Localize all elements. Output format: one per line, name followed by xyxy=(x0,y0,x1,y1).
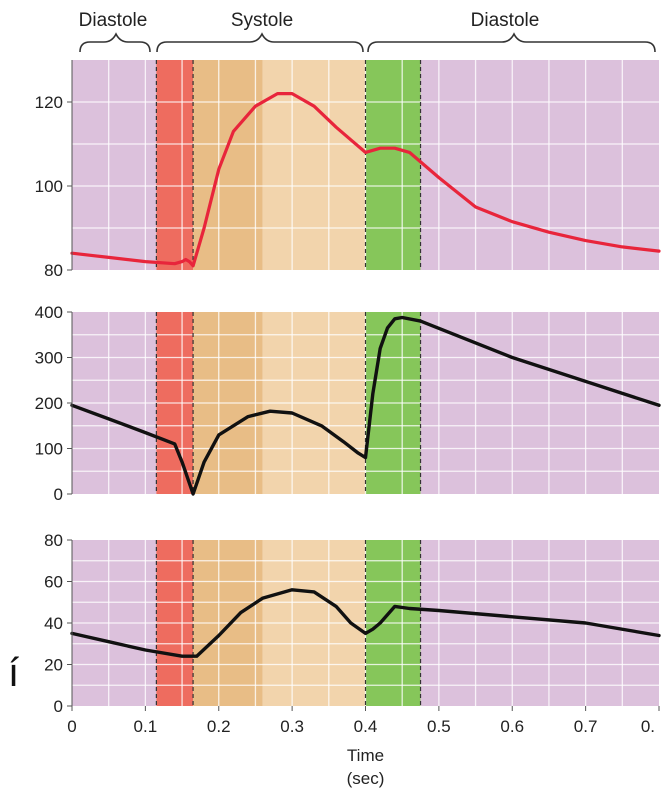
y-tick-label: 120 xyxy=(35,93,63,112)
y-tick-label: 100 xyxy=(35,177,63,196)
cropped-character: í xyxy=(8,651,19,695)
x-tick-label: 0.4 xyxy=(354,717,378,736)
diastole-right-brace xyxy=(367,32,656,53)
y-tick-label: 0 xyxy=(54,697,63,716)
ventricular-volume-curve xyxy=(70,315,661,496)
y-tick-label: 80 xyxy=(44,261,63,280)
systole-label: Systole xyxy=(231,10,293,31)
y-tick-label: 80 xyxy=(44,531,63,550)
x-axis-title: Time xyxy=(347,746,384,765)
x-tick-label: 0. xyxy=(641,717,655,736)
phase-band xyxy=(193,60,263,270)
panels: 80 100 120 0 100 200 300 400 0 20 40 60 80 0 0.1 0.2 0.3… xyxy=(35,60,661,788)
y-tick-label: 300 xyxy=(35,349,63,368)
y-tick-label: 60 xyxy=(44,573,63,592)
x-tick-label: 0.1 xyxy=(134,717,158,736)
y-tick-label: 40 xyxy=(44,614,63,633)
y-tick-label: 100 xyxy=(35,440,63,459)
phase-band xyxy=(156,60,194,270)
x-tick-label: 0.7 xyxy=(574,717,598,736)
y-tick-label: 20 xyxy=(44,656,63,675)
y-tick-label: 0 xyxy=(54,485,63,504)
y-tick-label: 200 xyxy=(35,394,63,413)
phase-band xyxy=(262,60,366,270)
x-tick-label: 0.3 xyxy=(280,717,304,736)
aortic-pressure-panel: 80 100 120 xyxy=(35,60,661,280)
third-panel-curve xyxy=(70,588,661,658)
diastole-left-label: Diastole xyxy=(79,10,148,31)
phase-band xyxy=(365,60,421,270)
aortic-pressure-curve xyxy=(70,92,661,268)
systole-brace xyxy=(156,32,364,53)
phase-header: Diastole Systole Diastole xyxy=(79,10,656,53)
ventricular-volume-panel: 0 100 200 300 400 xyxy=(35,303,661,504)
y-tick-label: 400 xyxy=(35,303,63,322)
phase-band xyxy=(420,60,659,270)
diastole-right-label: Diastole xyxy=(471,10,540,31)
diastole-left-brace xyxy=(79,32,151,53)
third-panel-panel: 0 20 40 60 80 0 0.1 0.2 0.3 0.4 0.5 0.6 0.7 0. Time (se… xyxy=(44,531,661,788)
x-tick-label: 0.6 xyxy=(500,717,524,736)
x-tick-label: 0.5 xyxy=(427,717,451,736)
x-axis-title: (sec) xyxy=(347,769,385,788)
x-tick-label: 0.2 xyxy=(207,717,231,736)
phase-band xyxy=(72,60,157,270)
x-tick-label: 0 xyxy=(67,717,76,736)
